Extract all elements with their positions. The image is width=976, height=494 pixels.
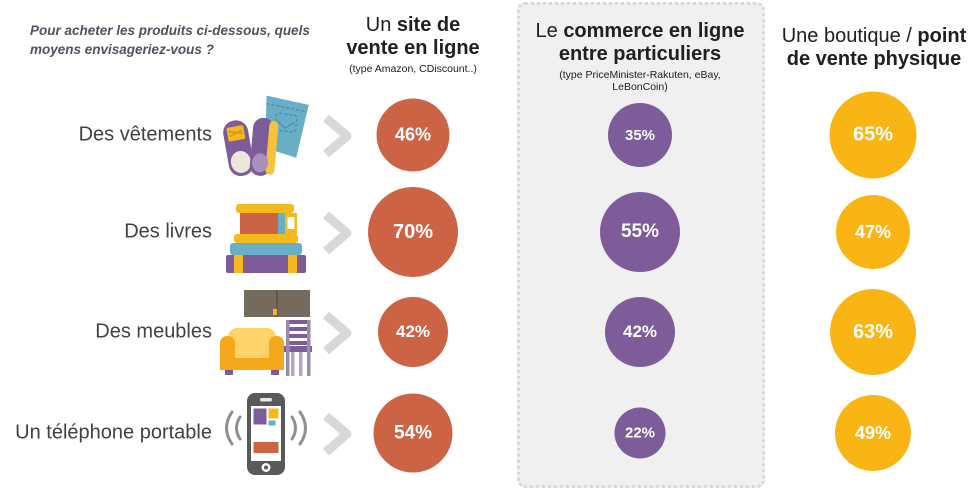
column-header-peer-to-peer: Le commerce en ligne entre particuliers … — [531, 20, 749, 94]
column-subtitle: (type PriceMinister-Rakuten, eBay, LeBon… — [559, 69, 721, 94]
bubble-clothes-physical-store: 65% — [829, 91, 917, 179]
row-label-phone: Un téléphone portable — [15, 421, 212, 444]
bubble-furniture-online-store: 42% — [378, 297, 448, 367]
column-title-bold: point de vente physique — [786, 25, 967, 70]
phone-icon — [216, 387, 316, 483]
column-title-bold: site de vente en ligne — [346, 14, 480, 59]
row-label-furniture: Des meubles — [95, 320, 212, 343]
bubble-phone-online-store: 54% — [373, 393, 453, 473]
column-title-normal: Le — [535, 20, 564, 42]
chevron-right-icon — [318, 309, 356, 357]
bubble-clothes-peer-to-peer: 35% — [608, 103, 672, 167]
bubble-furniture-physical-store: 63% — [830, 289, 916, 375]
column-header-physical-store: Une boutique / point de vente physique — [768, 25, 976, 70]
bubble-phone-peer-to-peer: 22% — [614, 407, 666, 459]
column-header-online-store: Un site de vente en ligne (type Amazon, … — [342, 14, 484, 76]
bubble-furniture-peer-to-peer: 42% — [605, 297, 675, 367]
bubble-clothes-online-store: 46% — [376, 98, 450, 172]
column-title-normal: Un — [365, 14, 397, 36]
survey-question: Pour acheter les produits ci-dessous, qu… — [30, 23, 310, 57]
furniture-icon — [216, 286, 316, 382]
chevron-right-icon — [318, 209, 356, 257]
column-title: Le commerce en ligne entre particuliers — [531, 20, 749, 65]
bubble-books-peer-to-peer: 55% — [600, 192, 680, 272]
bubble-books-physical-store: 47% — [836, 195, 910, 269]
chevron-right-icon — [318, 410, 356, 458]
row-label-books: Des livres — [124, 220, 212, 243]
column-title: Une boutique / point de vente physique — [768, 25, 976, 70]
books-icon — [216, 186, 316, 282]
column-title: Un site de vente en ligne — [342, 14, 484, 59]
chevron-right-icon — [318, 112, 356, 160]
column-subtitle: (type Amazon, CDiscount..) — [349, 63, 477, 76]
bubble-books-online-store: 70% — [368, 187, 458, 277]
column-title-normal: Une boutique / — [781, 25, 918, 47]
row-label-clothes: Des vêtements — [78, 123, 212, 146]
column-title-bold: commerce en ligne entre particuliers — [558, 20, 745, 65]
clothes-icon — [216, 90, 316, 186]
bubble-phone-physical-store: 49% — [835, 395, 911, 471]
